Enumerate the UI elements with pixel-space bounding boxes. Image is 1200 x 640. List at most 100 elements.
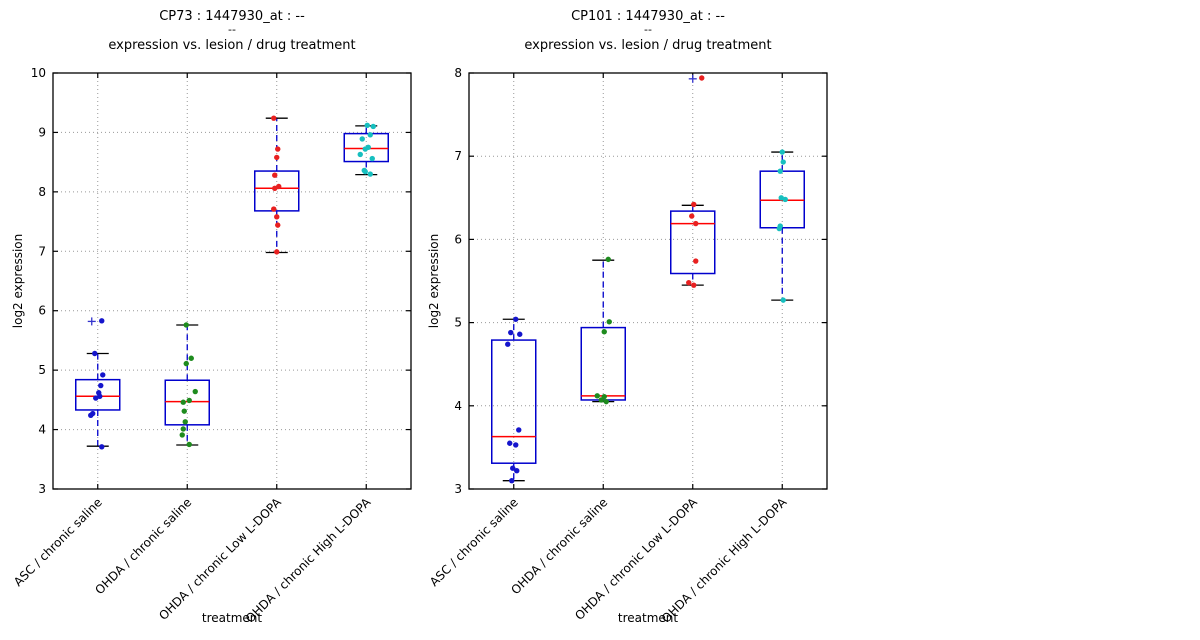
data-point xyxy=(505,341,511,347)
data-point xyxy=(510,465,516,471)
data-point xyxy=(513,442,519,448)
data-point xyxy=(272,172,278,178)
y-axis-label: log2 expression xyxy=(427,234,441,328)
data-point xyxy=(362,146,368,152)
y-tick-label: 3 xyxy=(38,482,46,496)
data-point xyxy=(99,444,105,450)
data-point xyxy=(274,214,280,220)
data-point xyxy=(513,316,519,322)
chart2-subtitle: expression vs. lesion / drug treatment xyxy=(524,38,772,53)
data-point xyxy=(183,360,189,367)
box xyxy=(491,339,537,464)
data-point xyxy=(598,397,604,403)
data-point xyxy=(271,206,277,212)
data-point xyxy=(367,171,373,177)
data-point xyxy=(183,322,189,328)
y-tick-label: 6 xyxy=(38,304,46,318)
data-point xyxy=(686,279,692,286)
data-point xyxy=(359,136,365,142)
chart2-title-dash: -- xyxy=(644,23,652,36)
data-point xyxy=(272,185,278,191)
x-category-label: ASC / chronic saline xyxy=(11,495,105,589)
data-point xyxy=(364,122,370,128)
data-point xyxy=(182,419,188,425)
data-point xyxy=(362,168,368,175)
data-point xyxy=(693,220,699,227)
data-point xyxy=(367,132,373,138)
data-point xyxy=(514,467,520,474)
chart1-title-dash: -- xyxy=(228,23,236,36)
data-point xyxy=(186,441,192,448)
data-point xyxy=(180,399,186,405)
box xyxy=(164,379,210,426)
x-axis-label: treatment xyxy=(202,611,262,625)
data-point xyxy=(507,440,513,446)
data-point xyxy=(369,155,375,162)
y-axis-label: log2 expression xyxy=(11,234,25,328)
chart1-subtitle: expression vs. lesion / drug treatment xyxy=(108,38,356,53)
data-point xyxy=(274,249,280,255)
y-tick-label: 4 xyxy=(454,399,462,413)
data-point xyxy=(98,382,104,389)
y-tick-label: 6 xyxy=(454,232,462,246)
data-point xyxy=(271,115,277,121)
data-point xyxy=(370,123,376,130)
data-point xyxy=(782,196,788,203)
plot-frame xyxy=(468,72,828,490)
x-axis-label: treatment xyxy=(618,611,678,625)
data-point xyxy=(179,432,185,438)
y-tick-label: 4 xyxy=(38,423,46,437)
data-point xyxy=(92,350,98,357)
data-point xyxy=(777,168,783,174)
data-point xyxy=(603,398,609,405)
data-point xyxy=(699,75,705,81)
x-category-label: OHDA / chronic saline xyxy=(508,495,610,597)
data-point xyxy=(691,282,697,288)
data-point xyxy=(88,412,94,419)
chart2-title-block: CP101 : 1447930_at : -- -- expression vs… xyxy=(469,9,827,54)
data-point xyxy=(605,256,611,263)
data-point xyxy=(275,222,281,228)
y-tick-label: 7 xyxy=(38,244,46,258)
data-point xyxy=(100,372,106,378)
box xyxy=(75,378,121,411)
y-tick-label: 9 xyxy=(38,125,46,139)
y-tick-label: 3 xyxy=(454,482,462,496)
box xyxy=(254,170,300,212)
chart2-title: CP101 : 1447930_at : -- xyxy=(571,9,725,24)
data-point xyxy=(606,319,612,325)
data-point xyxy=(601,329,607,335)
data-point xyxy=(508,329,514,336)
data-point xyxy=(594,393,600,399)
data-point xyxy=(275,146,281,152)
data-point xyxy=(693,258,699,264)
y-tick-label: 5 xyxy=(38,363,46,377)
data-point xyxy=(689,213,695,219)
data-point xyxy=(192,388,198,395)
data-point xyxy=(691,201,697,208)
data-point xyxy=(274,154,280,161)
data-point xyxy=(186,397,192,404)
data-point xyxy=(509,477,515,484)
box xyxy=(670,210,716,275)
data-point xyxy=(188,355,194,361)
data-point xyxy=(357,151,363,158)
y-tick-label: 8 xyxy=(38,185,46,199)
data-point xyxy=(99,318,105,324)
box xyxy=(343,132,389,163)
data-point xyxy=(181,408,187,414)
data-point xyxy=(93,395,99,401)
y-tick-label: 8 xyxy=(454,66,462,80)
data-point xyxy=(776,225,782,232)
chart1-title-block: CP73 : 1447930_at : -- -- expression vs.… xyxy=(53,9,411,54)
data-point xyxy=(516,427,522,433)
y-tick-label: 5 xyxy=(454,316,462,330)
y-tick-label: 10 xyxy=(31,66,46,80)
data-point xyxy=(780,159,786,165)
x-category-label: ASC / chronic saline xyxy=(427,495,521,589)
data-point xyxy=(517,331,523,337)
data-point xyxy=(780,297,786,303)
x-category-label: OHDA / chronic saline xyxy=(92,495,194,597)
